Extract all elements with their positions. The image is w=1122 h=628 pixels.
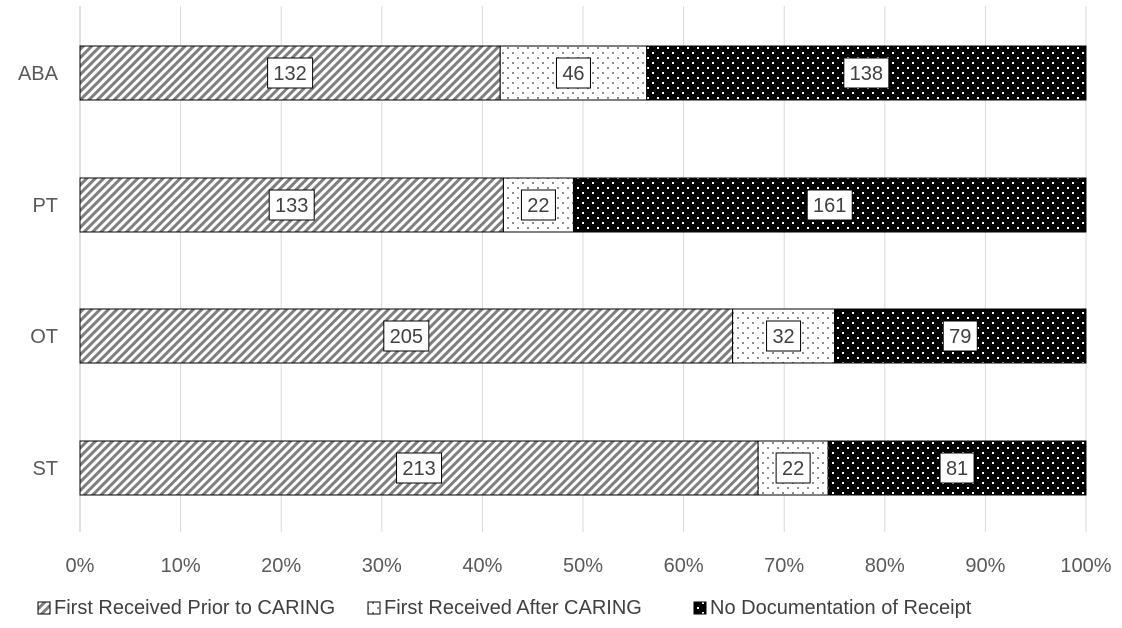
legend-label: No Documentation of Receipt xyxy=(710,597,972,619)
bar-row-st: 213 22 81 xyxy=(79,440,1087,496)
x-tick-label: 70% xyxy=(764,555,804,577)
x-tick-label: 30% xyxy=(362,555,402,577)
data-label-box xyxy=(396,452,443,484)
category-label: PT xyxy=(32,195,58,217)
x-tick-label: 100% xyxy=(1060,555,1111,577)
legend-swatch xyxy=(367,601,381,615)
data-label-box xyxy=(775,452,811,484)
category-axis-labels: ABA PT OT ST xyxy=(18,63,59,480)
x-tick-label: 50% xyxy=(563,555,603,577)
data-label-box xyxy=(843,57,890,89)
legend-swatch xyxy=(37,601,51,615)
legend-item: No Documentation of Receipt xyxy=(693,597,972,619)
data-label-box xyxy=(806,189,853,221)
data-label-box xyxy=(520,189,556,221)
category-label: OT xyxy=(30,326,58,348)
category-label: ABA xyxy=(18,63,59,85)
data-label: 132 xyxy=(273,63,306,85)
legend-swatch xyxy=(693,601,707,615)
data-label: 205 xyxy=(390,326,423,348)
data-label: 161 xyxy=(813,195,846,217)
x-tick-label: 10% xyxy=(161,555,201,577)
data-label-box xyxy=(766,320,802,352)
legend-label: First Received Prior to CARING xyxy=(54,597,335,619)
legend-item: First Received After CARING xyxy=(367,597,642,619)
value-axis-tick-labels: 0% 10% 20% 30% 40% 50% 60% 70% 80% 90% 100% xyxy=(66,555,1112,577)
data-label: 213 xyxy=(402,458,435,480)
category-label: ST xyxy=(32,458,58,480)
data-label-box xyxy=(383,320,430,352)
data-label: 22 xyxy=(527,195,549,217)
data-label-box xyxy=(268,189,315,221)
bar-row-pt: 133 22 161 xyxy=(79,177,1087,233)
bar-row-ot: 205 32 79 xyxy=(79,308,1087,364)
x-tick-label: 60% xyxy=(664,555,704,577)
x-tick-label: 20% xyxy=(261,555,301,577)
legend-label: First Received After CARING xyxy=(384,597,642,619)
data-label: 22 xyxy=(782,458,804,480)
data-label: 81 xyxy=(946,458,968,480)
x-tick-label: 80% xyxy=(865,555,905,577)
x-tick-label: 90% xyxy=(965,555,1005,577)
legend-item: First Received Prior to CARING xyxy=(37,597,335,619)
legend: First Received Prior to CARING First Rece… xyxy=(37,597,972,619)
x-tick-label: 0% xyxy=(66,555,95,577)
data-label: 79 xyxy=(949,326,971,348)
data-label: 133 xyxy=(275,195,308,217)
data-label: 32 xyxy=(772,326,794,348)
data-label-box xyxy=(942,320,978,352)
x-tick-label: 40% xyxy=(462,555,502,577)
data-label-box xyxy=(939,452,975,484)
bars: 132 46 138 133 22 161 205 32 79 213 22 81 xyxy=(79,45,1087,496)
data-label: 138 xyxy=(850,63,883,85)
bar-row-aba: 132 46 138 xyxy=(79,45,1087,101)
data-label-box xyxy=(555,57,591,89)
data-label: 46 xyxy=(562,63,584,85)
data-label-box xyxy=(267,57,314,89)
